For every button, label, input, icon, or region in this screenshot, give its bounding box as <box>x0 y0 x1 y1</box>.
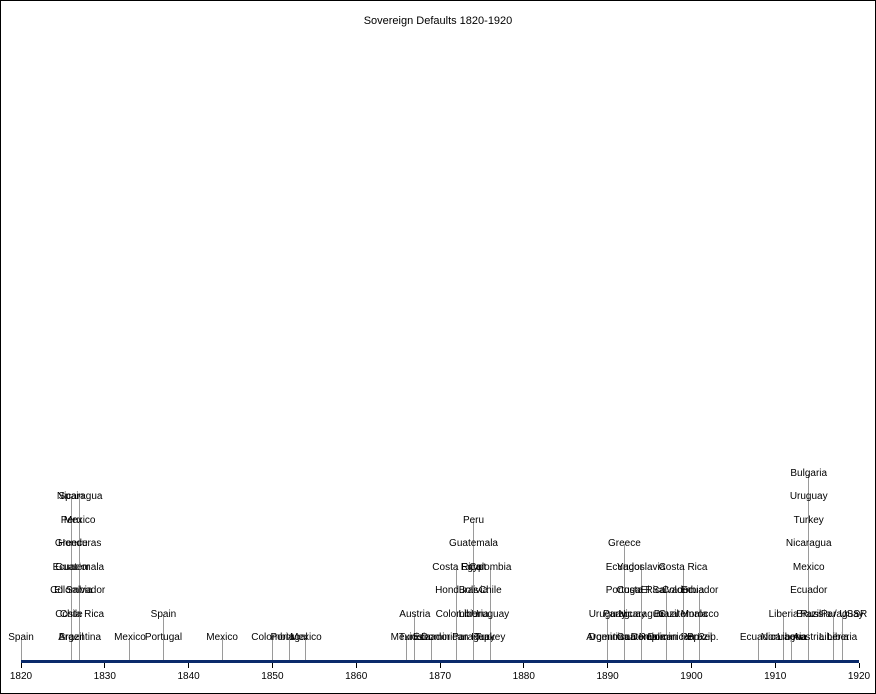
event-label: Mexico <box>114 632 146 643</box>
event-label: Greece <box>608 538 641 549</box>
x-axis-tick <box>272 663 273 668</box>
x-axis-tick-label: 1900 <box>680 671 702 682</box>
event-label: Ecuador <box>790 585 827 596</box>
x-axis-tick <box>104 663 105 668</box>
event-label: Nicaragua <box>786 538 832 549</box>
event-label: El Salvador <box>54 585 105 596</box>
event-label: Chile <box>479 585 502 596</box>
x-axis-tick <box>440 663 441 668</box>
event-line <box>699 591 700 660</box>
event-label: Portugal <box>145 632 182 643</box>
x-axis-tick <box>691 663 692 668</box>
event-label: Uruguay <box>790 491 828 502</box>
event-label: Bulgaria <box>790 468 827 479</box>
event-label: Turkey <box>794 515 824 526</box>
x-axis-tick-label: 1830 <box>94 671 116 682</box>
event-label: Liberia <box>827 632 857 643</box>
event-label: Argentina <box>58 632 101 643</box>
event-label: Turkey <box>475 632 505 643</box>
x-axis-tick-label: 1820 <box>10 671 32 682</box>
x-axis-tick-label: 1840 <box>177 671 199 682</box>
x-axis-tick <box>188 663 189 668</box>
x-axis-tick <box>607 663 608 668</box>
event-label: Nicaragua <box>57 491 103 502</box>
x-axis-tick-label: 1880 <box>513 671 535 682</box>
event-label: Mexico <box>290 632 322 643</box>
x-axis-tick-label: 1870 <box>429 671 451 682</box>
event-label: Brazil <box>687 632 712 643</box>
x-axis-tick <box>775 663 776 668</box>
event-label: Austria <box>399 609 430 620</box>
event-label: Honduras <box>58 538 101 549</box>
x-axis-tick-label: 1860 <box>345 671 367 682</box>
event-label: Peru <box>463 515 484 526</box>
event-label: Costa Rica <box>659 562 708 573</box>
chart-title: Sovereign Defaults 1820-1920 <box>1 15 875 27</box>
event-label: Guatemala <box>55 562 104 573</box>
event-line <box>666 591 667 660</box>
event-label: Spain <box>8 632 34 643</box>
x-axis-tick <box>523 663 524 668</box>
event-label: Mexico <box>64 515 96 526</box>
x-axis-tick-label: 1910 <box>764 671 786 682</box>
event-label: Ecuador <box>681 585 718 596</box>
chart-frame: Sovereign Defaults 1820-1920 1820 1830 184… <box>0 0 876 694</box>
event-label: Costa Rica <box>55 609 104 620</box>
event-label: Guatemala <box>449 538 498 549</box>
x-axis-tick-label: 1920 <box>848 671 870 682</box>
x-axis-tick <box>859 663 860 668</box>
event-label: Colombia <box>469 562 511 573</box>
event-label: Mexico <box>793 562 825 573</box>
event-label: Mexico <box>206 632 238 643</box>
x-axis-tick-label: 1890 <box>596 671 618 682</box>
event-label: Paraguay <box>821 609 864 620</box>
x-axis-tick <box>21 663 22 668</box>
x-axis-tick-label: 1850 <box>261 671 283 682</box>
event-label: Morocco <box>681 609 719 620</box>
event-label: Liberia <box>769 609 799 620</box>
x-axis-tick <box>356 663 357 668</box>
event-label: Spain <box>151 609 177 620</box>
event-label: Uruguay <box>471 609 509 620</box>
